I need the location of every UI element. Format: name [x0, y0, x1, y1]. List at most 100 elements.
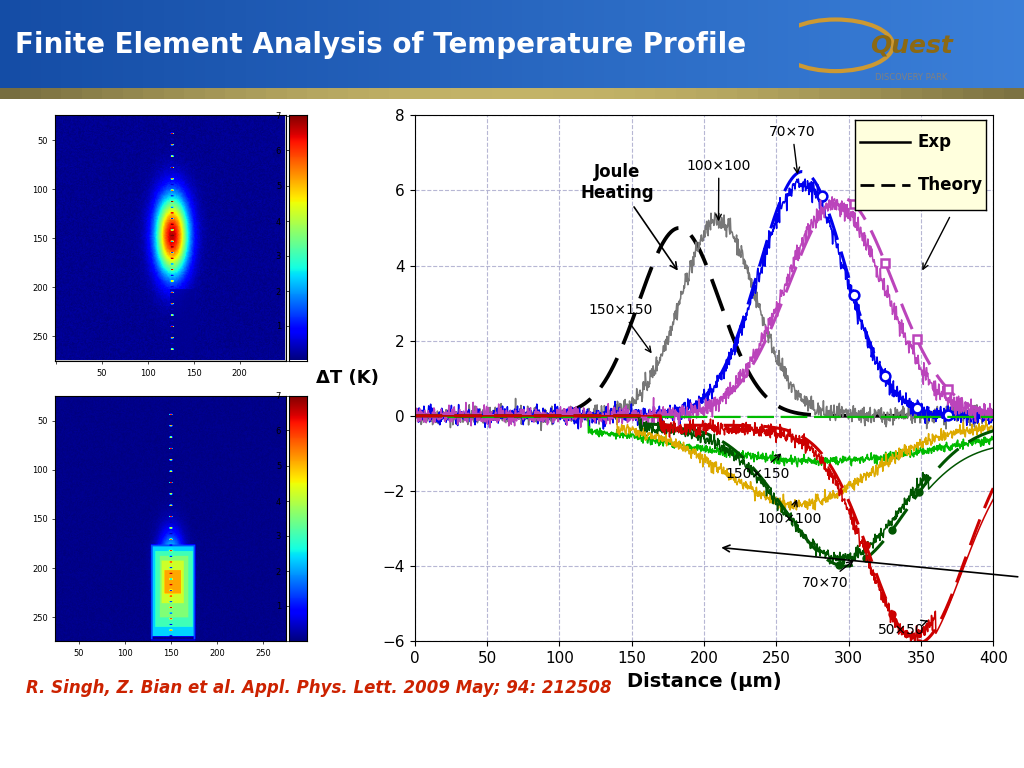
Text: 100×100: 100×100: [758, 501, 822, 526]
Bar: [133, 0, 143, 90]
Bar: [61, 88, 82, 99]
Text: 50×50: 50×50: [923, 198, 979, 269]
Bar: [31, 0, 41, 90]
Bar: [164, 88, 184, 99]
Bar: [635, 0, 645, 90]
Bar: [532, 0, 543, 90]
Bar: [492, 88, 512, 99]
Text: 70×70: 70×70: [769, 125, 816, 173]
Bar: [717, 88, 737, 99]
Bar: [799, 88, 819, 99]
Bar: [922, 88, 942, 99]
Bar: [758, 88, 778, 99]
Bar: [594, 0, 604, 90]
Bar: [430, 88, 451, 99]
Bar: [41, 88, 61, 99]
Bar: [963, 88, 983, 99]
Bar: [225, 88, 246, 99]
Bar: [840, 88, 860, 99]
Bar: [61, 0, 72, 90]
Text: A. Shakouri nanoHUB-U Fall 2013: A. Shakouri nanoHUB-U Fall 2013: [362, 730, 662, 748]
Bar: [471, 0, 481, 90]
Bar: [983, 0, 993, 90]
Bar: [471, 88, 492, 99]
Bar: [1014, 0, 1024, 90]
Bar: [410, 88, 430, 99]
Bar: [809, 0, 819, 90]
Bar: [666, 0, 676, 90]
Bar: [553, 88, 573, 99]
Text: R. Singh, Z. Bian et al. Appl. Phys. Lett. 2009 May; 94: 212508: R. Singh, Z. Bian et al. Appl. Phys. Let…: [26, 679, 611, 697]
Bar: [481, 0, 492, 90]
Text: 70×70: 70×70: [803, 561, 853, 590]
Bar: [1004, 88, 1024, 99]
Bar: [492, 0, 502, 90]
Bar: [287, 0, 297, 90]
Bar: [942, 88, 963, 99]
Text: NANOHUB: NANOHUB: [17, 734, 65, 743]
Bar: [512, 88, 532, 99]
Bar: [184, 0, 195, 90]
Bar: [840, 0, 850, 90]
Bar: [102, 0, 113, 90]
Bar: [850, 0, 860, 90]
Bar: [236, 0, 246, 90]
Bar: [174, 0, 184, 90]
Bar: [696, 88, 717, 99]
Bar: [737, 88, 758, 99]
Bar: [737, 0, 748, 90]
Bar: [614, 88, 635, 99]
Text: 16: 16: [966, 730, 993, 749]
Bar: [604, 0, 614, 90]
Bar: [922, 0, 932, 90]
Bar: [573, 0, 584, 90]
Bar: [154, 0, 164, 90]
Bar: [123, 0, 133, 90]
Bar: [276, 0, 287, 90]
Bar: [625, 0, 635, 90]
Bar: [778, 0, 788, 90]
Bar: [758, 0, 768, 90]
Text: 150×150: 150×150: [726, 455, 791, 481]
Bar: [676, 88, 696, 99]
Text: 50×50: 50×50: [878, 621, 927, 637]
Bar: [184, 88, 205, 99]
Bar: [358, 0, 369, 90]
Bar: [143, 0, 154, 90]
Bar: [143, 88, 164, 99]
Bar: [952, 0, 963, 90]
Bar: [348, 88, 369, 99]
Bar: [553, 0, 563, 90]
Bar: [963, 0, 973, 90]
Bar: [369, 88, 389, 99]
Bar: [205, 88, 225, 99]
Bar: [20, 0, 31, 90]
Bar: [1004, 0, 1014, 90]
Bar: [676, 0, 686, 90]
Bar: [707, 0, 717, 90]
Bar: [0, 0, 10, 90]
Bar: [20, 88, 41, 99]
Text: DISCOVERY PARK: DISCOVERY PARK: [876, 73, 947, 82]
Bar: [195, 0, 205, 90]
Bar: [911, 0, 922, 90]
Bar: [246, 88, 266, 99]
Bar: [819, 0, 829, 90]
Bar: [328, 88, 348, 99]
Bar: [860, 0, 870, 90]
Bar: [584, 0, 594, 90]
Bar: [451, 0, 461, 90]
Bar: [881, 88, 901, 99]
Bar: [901, 0, 911, 90]
Bar: [72, 0, 82, 90]
Bar: [82, 0, 92, 90]
Bar: [543, 0, 553, 90]
Text: UNIVERSITY: UNIVERSITY: [82, 747, 123, 753]
Text: Quest: Quest: [870, 33, 952, 58]
Bar: [799, 0, 809, 90]
Text: PURDUE: PURDUE: [77, 729, 128, 740]
Bar: [993, 0, 1004, 90]
Bar: [225, 0, 236, 90]
Bar: [573, 88, 594, 99]
Bar: [102, 88, 123, 99]
